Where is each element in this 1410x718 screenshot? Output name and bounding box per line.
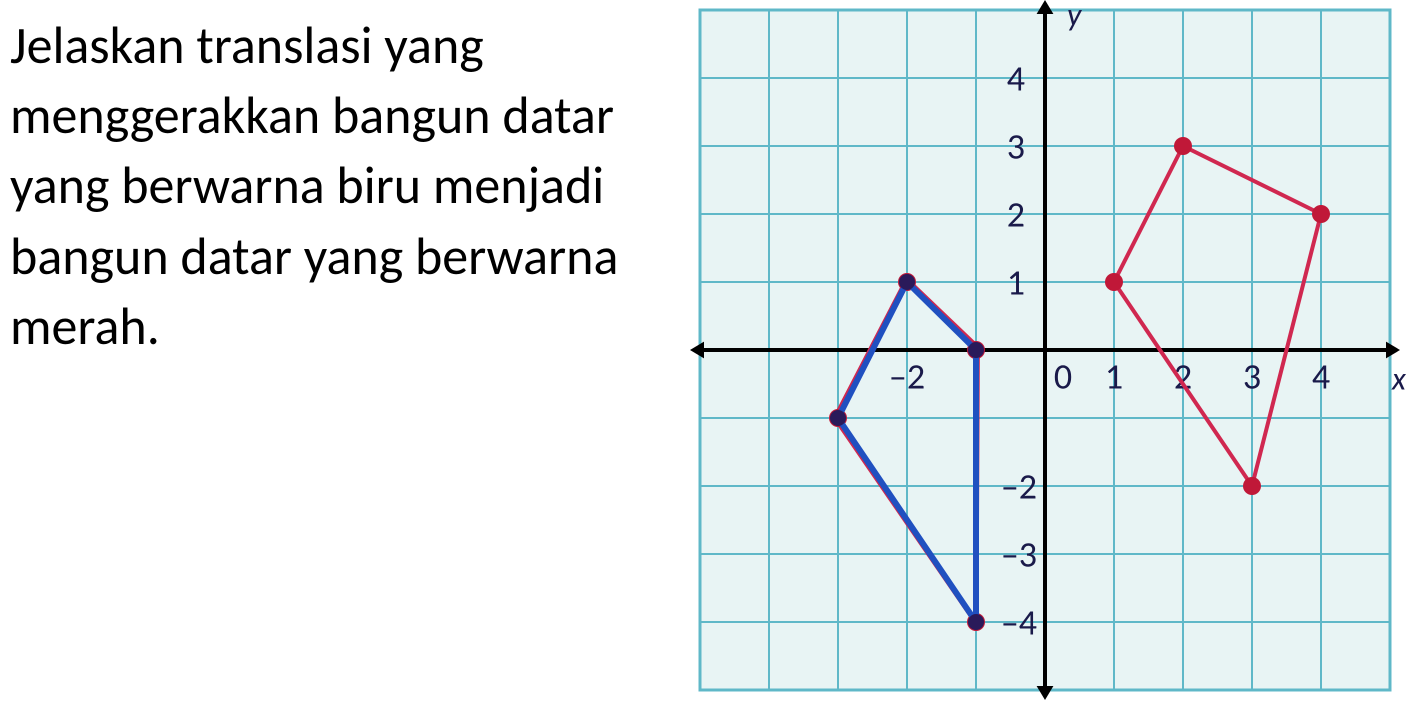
- svg-text:1: 1: [1007, 261, 1025, 305]
- svg-text:–3: –3: [1001, 533, 1037, 577]
- svg-text:–4: –4: [1001, 601, 1037, 645]
- svg-text:3: 3: [1243, 355, 1261, 399]
- svg-text:x: x: [1391, 360, 1407, 399]
- question-text: Jelaskan translasi yang menggerakkan ban…: [10, 10, 660, 361]
- svg-text:–2: –2: [889, 355, 925, 399]
- question-panel: Jelaskan translasi yang menggerakkan ban…: [0, 0, 680, 713]
- svg-text:1: 1: [1105, 355, 1123, 399]
- svg-text:0: 0: [1054, 355, 1072, 399]
- svg-text:y: y: [1067, 0, 1083, 35]
- svg-text:2: 2: [1007, 193, 1025, 237]
- svg-text:4: 4: [1007, 57, 1025, 101]
- svg-text:–2: –2: [1001, 465, 1037, 509]
- svg-text:4: 4: [1312, 355, 1330, 399]
- coordinate-chart: –201234–4–3–21234 xy: [680, 0, 1410, 713]
- svg-text:3: 3: [1007, 125, 1025, 169]
- chart-svg: –201234–4–3–21234 xy: [680, 0, 1410, 713]
